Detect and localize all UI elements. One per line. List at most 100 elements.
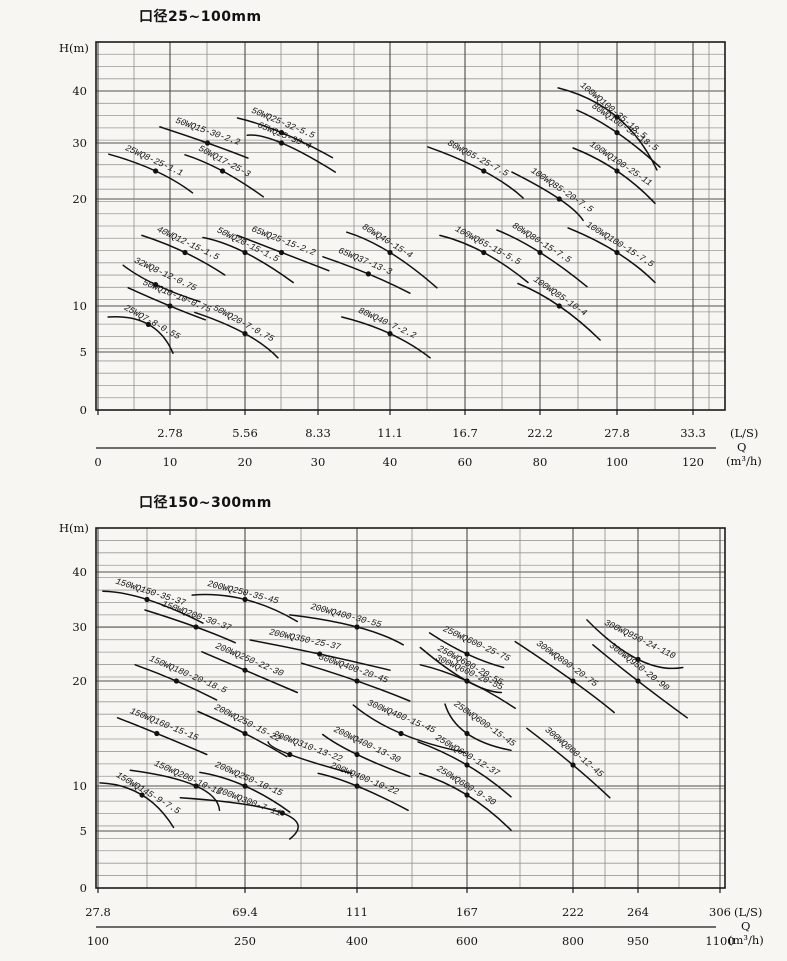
chart1-ls-unit: (L/S) xyxy=(730,426,759,440)
pump-curve-rated-point xyxy=(614,130,620,136)
y-tick-label: 5 xyxy=(80,824,87,838)
pump-curve-rated-point xyxy=(635,678,641,684)
x-tick-ls-label: 111 xyxy=(346,905,368,919)
pump-curve-label: 150WQ160-15-15 xyxy=(128,706,200,743)
x-tick-ls-label: 16.7 xyxy=(452,426,478,440)
pump-curve-rated-point xyxy=(242,331,248,337)
chart2-m3h-unit: (m³/h) xyxy=(728,933,764,947)
y-tick-label: 20 xyxy=(72,192,87,206)
pump-curve-rated-point xyxy=(167,303,173,309)
pump-curve-label: 250WQ600-15-45 xyxy=(452,699,518,749)
pump-curve-rated-point xyxy=(154,730,160,737)
pump-curve-rated-point xyxy=(464,792,470,798)
chart2-title: 口径150~300mm xyxy=(139,495,272,511)
y-tick-label: 40 xyxy=(72,84,87,98)
pump-curve-rated-point xyxy=(278,140,285,146)
pump-curve-rated-point xyxy=(139,792,145,798)
x-tick-ls-label: 264 xyxy=(627,905,649,919)
x-tick-m3h-label: 800 xyxy=(562,934,584,948)
x-tick-m3h-label: 100 xyxy=(87,934,109,948)
x-tick-m3h-label: 80 xyxy=(533,455,548,469)
chart2-y-axis-label: H(m) xyxy=(59,521,89,535)
pump-curve-rated-point xyxy=(570,678,576,684)
pump-curve-rated-point xyxy=(153,282,159,288)
pump-curve-rated-point xyxy=(279,810,285,816)
chart1-q-label: Q xyxy=(737,440,747,454)
pump-curve-rated-point xyxy=(242,783,248,789)
x-tick-m3h-label: 250 xyxy=(234,934,256,948)
pump-curve-rated-point xyxy=(614,114,620,120)
y-tick-label: 10 xyxy=(72,299,87,313)
pump-curve-rated-point xyxy=(242,249,248,256)
pump-curve-rated-point xyxy=(556,196,562,202)
pump-curve-rated-point xyxy=(614,249,620,256)
pump-curve-rated-point xyxy=(204,140,211,146)
pump-curve-rated-point xyxy=(193,624,199,630)
pump-curve-label: 300WQ800-12-45 xyxy=(543,725,606,780)
pump-curve-label: 100WQ65-15-5.5 xyxy=(453,224,523,267)
x-tick-m3h-label: 20 xyxy=(238,455,253,469)
pump-curve-rated-point xyxy=(398,730,404,737)
pump-curve-rated-point xyxy=(242,667,248,673)
chart2-ls-unit: (L/S) xyxy=(734,905,763,919)
pump-curve xyxy=(179,796,299,840)
pump-curve-rated-point xyxy=(464,678,470,684)
x-tick-m3h-label: 0 xyxy=(94,455,101,469)
y-tick-label: 20 xyxy=(72,674,87,688)
pump-curve-rated-point xyxy=(173,678,179,684)
pump-curve-label: 200WQ400-30-55 xyxy=(309,602,383,630)
x-tick-m3h-label: 30 xyxy=(311,455,326,469)
pump-curve-rated-point xyxy=(570,762,576,768)
pump-curve-rated-point xyxy=(242,730,248,737)
pump-curve-rated-point xyxy=(287,751,293,758)
pump-curve-rated-point xyxy=(354,751,360,758)
pump-curve-rated-point xyxy=(242,596,248,603)
plot-border xyxy=(95,527,726,889)
pump-curve-label: 150WQ180-20-18.5 xyxy=(148,654,229,696)
pump-curve-rated-point xyxy=(464,730,470,737)
pump-curve-label: 100WQ85-20-7.5 xyxy=(529,166,596,216)
x-tick-ls-label: 306 xyxy=(709,905,731,919)
chart2-q-label: Q xyxy=(741,919,751,933)
x-tick-ls-label: 11.1 xyxy=(377,426,403,440)
x-tick-ls-label: 222 xyxy=(562,905,584,919)
y-tick-label: 5 xyxy=(80,345,87,359)
pump-curve-rated-point xyxy=(614,168,620,174)
pump-curve-rated-point xyxy=(354,678,360,684)
pump-curve-label: 200WQ250-22-30 xyxy=(214,641,286,679)
y-tick-label: 0 xyxy=(80,881,87,895)
y-tick-label: 0 xyxy=(80,403,87,417)
pump-curve-rated-point xyxy=(365,271,371,277)
pump-curve-rated-point xyxy=(145,321,151,327)
x-tick-ls-label: 2.78 xyxy=(157,426,183,440)
chart1-title: 口径25~100mm xyxy=(139,9,262,25)
x-tick-m3h-label: 40 xyxy=(383,455,398,469)
x-tick-ls-label: 5.56 xyxy=(232,426,258,440)
x-tick-ls-label: 33.3 xyxy=(680,426,706,440)
pump-curve-rated-point xyxy=(464,651,470,657)
pump-curve-rated-point xyxy=(219,168,226,174)
pump-curve-label: 150WQ145-9-7.5 xyxy=(114,770,182,817)
pump-curve-rated-point xyxy=(464,762,470,768)
pump-curve-rated-point xyxy=(354,783,360,789)
pump-curve-rated-point xyxy=(537,249,543,256)
pump-curve-rated-point xyxy=(153,168,159,174)
pump-curve-rated-point xyxy=(387,249,393,256)
x-tick-ls-label: 167 xyxy=(456,905,478,919)
y-tick-label: 30 xyxy=(72,620,87,634)
pump-curve-label: 300WQ480-15-45 xyxy=(366,698,438,736)
chart1-m3h-unit: (m³/h) xyxy=(726,454,762,468)
x-tick-m3h-label: 1100 xyxy=(705,934,734,948)
x-tick-ls-label: 69.4 xyxy=(232,905,258,919)
x-tick-ls-label: 27.8 xyxy=(604,426,630,440)
pump-curve-rated-point xyxy=(481,168,487,174)
pump-curve-rated-point xyxy=(387,331,393,337)
plot-border xyxy=(95,41,726,411)
x-tick-m3h-label: 10 xyxy=(163,455,178,469)
pump-curve-label: 150WQ200-10-15 xyxy=(152,759,223,798)
y-tick-label: 10 xyxy=(72,779,87,793)
y-tick-label: 40 xyxy=(72,565,87,579)
pump-curve-label: 80WQ65-25-7.5 xyxy=(446,138,511,179)
